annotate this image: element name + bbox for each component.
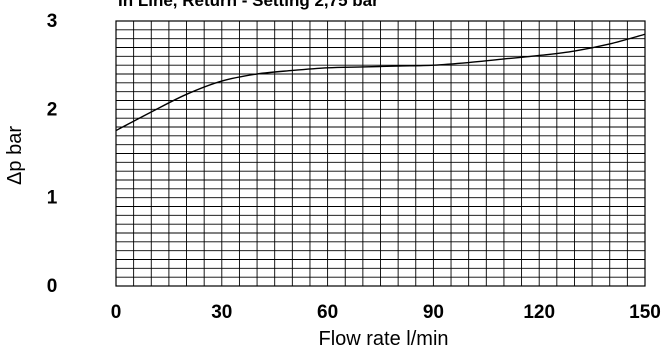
x-tick-label: 150: [629, 302, 661, 323]
x-axis-ticks: 0 30 60 90 120 150: [111, 302, 661, 323]
y-tick-label: 2: [47, 99, 58, 120]
chart-title: In Line, Return - Setting 2,75 bar: [118, 0, 379, 10]
x-tick-label: 90: [423, 302, 444, 323]
y-tick-label: 3: [47, 11, 58, 32]
plot-frame: [115, 20, 646, 287]
y-tick-label: 0: [47, 276, 58, 297]
series-line: [115, 33, 646, 132]
x-tick-label: 30: [211, 302, 232, 323]
x-tick-label: 120: [523, 302, 555, 323]
y-axis-ticks: 0 1 2 3: [47, 11, 58, 297]
x-tick-label: 60: [317, 302, 338, 323]
chart-grid: [116, 21, 645, 286]
y-axis-label: Δp bar: [4, 126, 26, 185]
x-axis-label: Flow rate l/min: [318, 328, 448, 350]
y-tick-label: 1: [47, 188, 58, 209]
x-tick-label: 0: [111, 302, 122, 323]
